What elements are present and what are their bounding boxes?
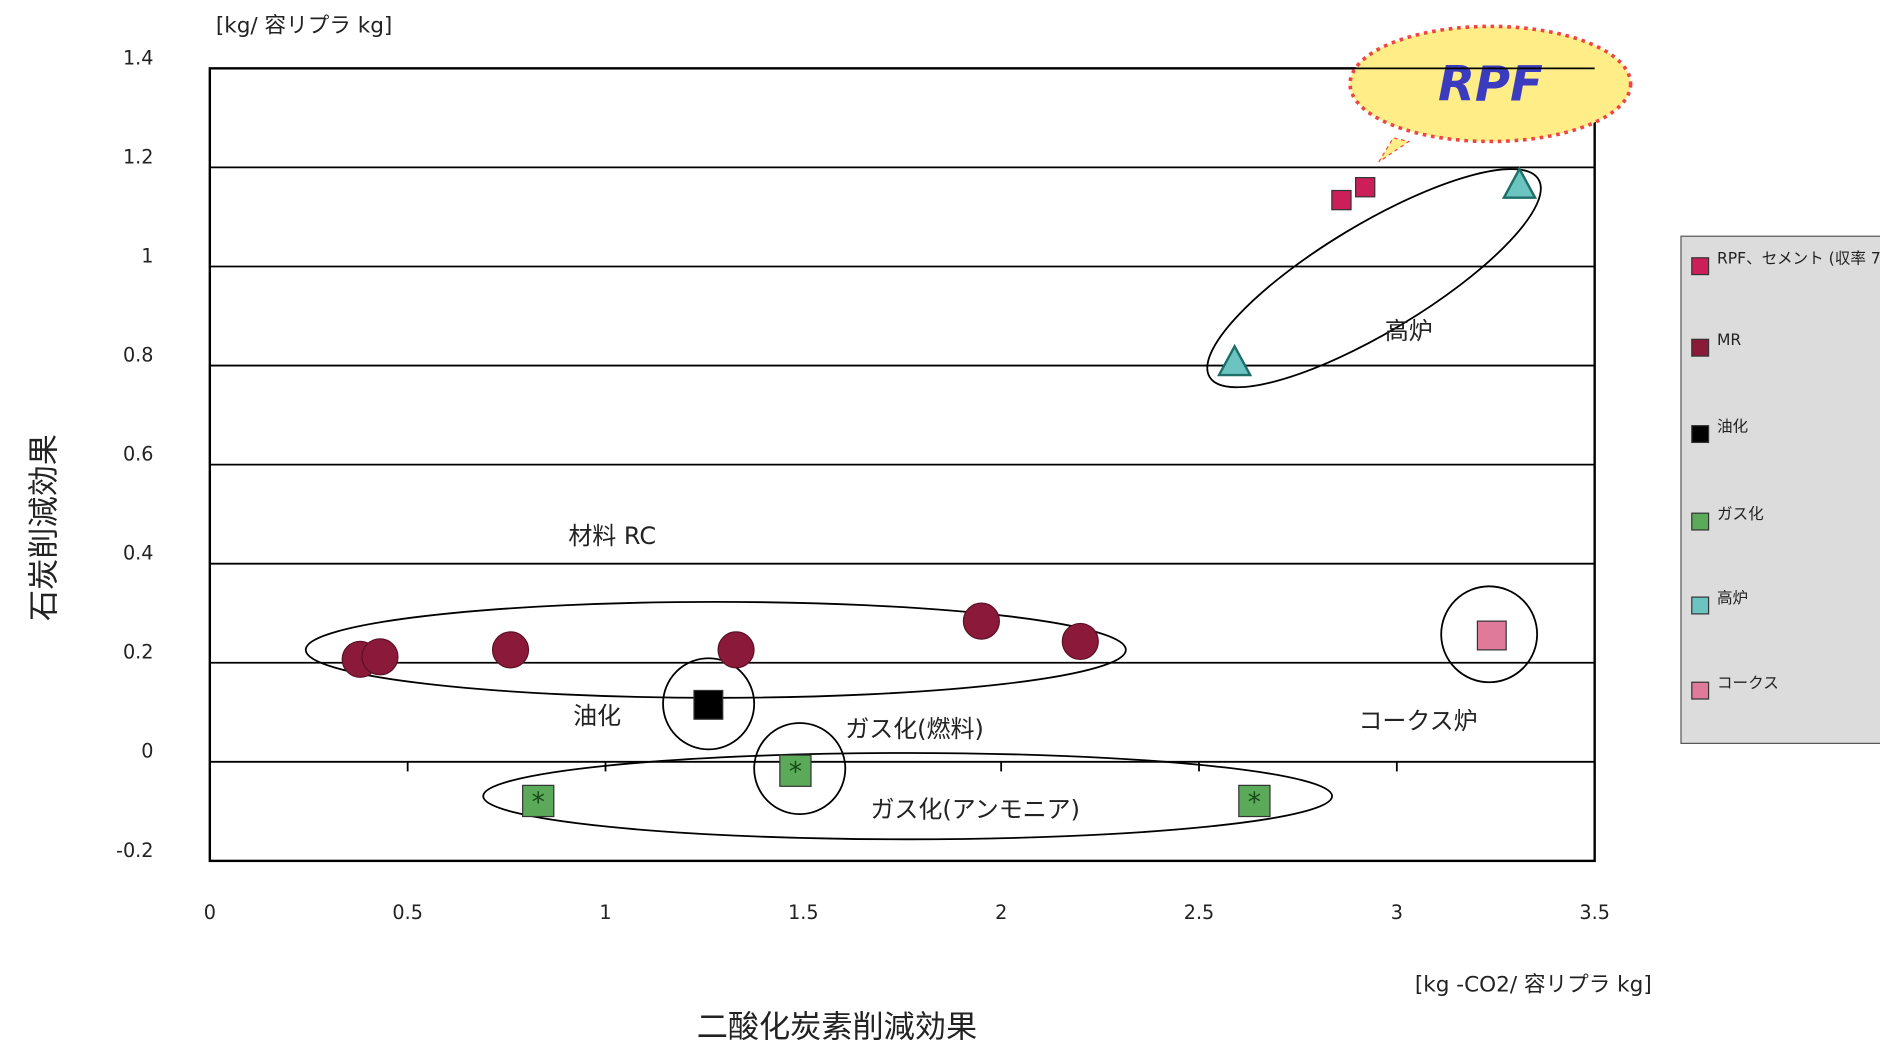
point <box>1061 622 1099 661</box>
legend-label: 高炉 <box>1717 589 1748 607</box>
callout-bubble <box>1348 24 1633 144</box>
point-glyph: * <box>1248 788 1261 818</box>
point <box>361 638 399 676</box>
annotation: ガス化(燃料) <box>845 715 984 743</box>
callout-tail <box>1378 137 1411 163</box>
point <box>1238 784 1271 818</box>
annotation: 高炉 <box>1385 317 1433 345</box>
x-tick-label: 2 <box>995 901 1007 924</box>
legend-label: 油化 <box>1717 417 1748 435</box>
x-tick-label: 0 <box>204 901 216 924</box>
point <box>962 602 1000 640</box>
y-tick-label: 1 <box>141 244 153 267</box>
point <box>1331 189 1352 211</box>
chart-body: RPF 石炭削減効果 二酸化炭素削減効果 [kg/ 容リプラ kg] [kg -… <box>27 13 1880 1046</box>
legend-swatch <box>1691 425 1710 444</box>
callout-text: RPF <box>1438 57 1543 113</box>
group-circle <box>753 722 847 816</box>
x-axis-label: 二酸化炭素削減効果 <box>697 1010 977 1046</box>
point <box>1354 177 1376 198</box>
y-tick-label: 0.2 <box>123 641 154 664</box>
legend-swatch <box>1691 257 1710 276</box>
legend-label: ガス化 <box>1717 505 1764 523</box>
x-tick-label: 3.5 <box>1579 901 1610 924</box>
y-tick-label: 0.8 <box>123 343 154 366</box>
y-unit: [kg/ 容リプラ kg] <box>216 13 393 38</box>
point <box>1501 166 1538 199</box>
point <box>491 631 530 669</box>
group-circle <box>1440 585 1539 684</box>
annotation: コークス炉 <box>1358 707 1477 735</box>
group-ellipse <box>482 752 1333 841</box>
annotation: ガス化(アンモニア) <box>870 796 1080 824</box>
point <box>1476 620 1507 651</box>
x-tick-label: 1 <box>599 901 611 924</box>
point <box>779 754 812 787</box>
x-tick-label: 3 <box>1391 901 1403 924</box>
point-glyph: * <box>532 788 545 818</box>
x-tick-label: 1.5 <box>788 901 819 924</box>
legend-swatch <box>1691 596 1710 615</box>
point <box>1217 343 1253 377</box>
legend-label: RPF、セメント (収率 75%) <box>1717 249 1880 267</box>
y-tick-label: -0.2 <box>116 839 153 862</box>
group-circle <box>662 657 756 751</box>
annotation: 油化 <box>573 702 621 730</box>
annotation: 材料 RC <box>568 522 656 550</box>
x-tick-label: 0.5 <box>392 901 423 924</box>
x-unit: [kg -CO2/ 容リプラ kg] <box>1415 973 1652 998</box>
y-tick-label: 1.2 <box>123 145 154 168</box>
y-tick-label: 0.4 <box>123 542 154 565</box>
point <box>693 689 724 720</box>
legend-label: MR <box>1717 331 1741 349</box>
legend-swatch <box>1691 512 1710 531</box>
legend-label: コークス <box>1717 674 1779 692</box>
x-tick-label: 2.5 <box>1184 901 1215 924</box>
y-axis-label: 石炭削減効果 <box>27 434 63 621</box>
point-glyph: * <box>789 758 802 788</box>
point <box>522 784 555 818</box>
legend-swatch <box>1691 338 1710 357</box>
y-tick-label: 1.4 <box>123 46 154 69</box>
legend-swatch <box>1691 681 1710 700</box>
point <box>717 631 755 669</box>
legend <box>1680 235 1880 744</box>
group-ellipse <box>1206 168 1542 389</box>
y-tick-label: 0 <box>141 740 153 763</box>
y-tick-label: 0.6 <box>123 443 154 466</box>
